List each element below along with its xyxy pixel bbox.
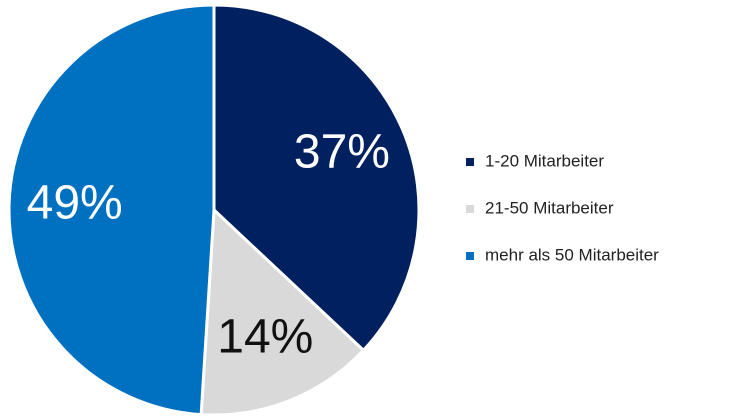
legend-swatch xyxy=(466,158,474,166)
legend-swatch xyxy=(466,205,474,213)
legend-label: 1-20 Mitarbeiter xyxy=(485,151,604,170)
slice-label: 49% xyxy=(27,176,123,229)
slice-label: 37% xyxy=(294,125,390,178)
legend-swatch xyxy=(466,252,474,260)
slice-label: 14% xyxy=(217,310,313,363)
pie-slice xyxy=(7,3,216,417)
pie-slice xyxy=(199,206,366,417)
pie-slice xyxy=(212,3,421,353)
legend-label: mehr als 50 Mitarbeiter xyxy=(485,245,659,264)
legend-label: 21-50 Mitarbeiter xyxy=(485,198,614,217)
